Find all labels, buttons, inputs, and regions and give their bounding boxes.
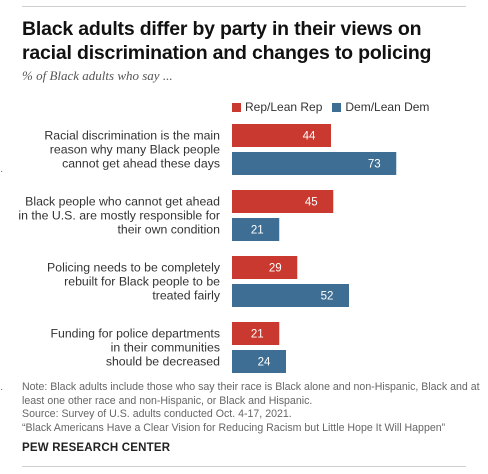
bar-dem-2 xyxy=(232,218,280,241)
legend: Rep/Lean Rep Dem/Lean Dem xyxy=(232,100,439,114)
bar-dem-3 xyxy=(232,284,349,307)
footnotes: Note: Black adults include those who say… xyxy=(22,381,482,435)
brand-name: PEW RESEARCH CENTER xyxy=(22,442,171,454)
bar-dem-1 xyxy=(232,152,397,175)
category-label-1-line-3: cannot get ahead these days xyxy=(62,157,220,171)
category-label-1-line-2: reason why many Black people xyxy=(50,143,220,157)
bottom-rule xyxy=(22,466,466,467)
category-label-4-line-3: should be decreased xyxy=(106,355,220,369)
legend-label-dem: Dem/Lean Dem xyxy=(345,100,430,114)
bar-dem-4 xyxy=(232,350,286,373)
legend-swatch-dem xyxy=(332,102,342,112)
top-rule xyxy=(22,6,466,7)
bar-rep-1 xyxy=(232,124,331,147)
bar-rep-3 xyxy=(232,256,298,279)
category-label-2-line-3: their own condition xyxy=(117,223,220,237)
value-label-dem-3: 52 xyxy=(321,291,334,303)
value-label-rep-2: 45 xyxy=(305,197,318,209)
bar-rep-4 xyxy=(232,322,280,345)
note-text: Note: Black adults include those who say… xyxy=(22,381,480,407)
edge-mark-2: · xyxy=(0,384,4,395)
chart-title: Black adults differ by party in their vi… xyxy=(22,18,432,64)
legend-item-rep: Rep/Lean Rep xyxy=(232,100,322,114)
source-text: Source: Survey of U.S. adults conducted … xyxy=(22,408,292,420)
report-title-text: “Black Americans Have a Clear Vision for… xyxy=(22,421,446,434)
value-label-dem-4: 24 xyxy=(258,357,271,369)
category-label-1-line-1: Racial discrimination is the main xyxy=(44,129,220,143)
category-label-3-line-2: rebuilt for Black people to be xyxy=(64,275,220,289)
bar-rep-2 xyxy=(232,190,334,213)
category-label-2-line-2: in the U.S. are mostly responsible for xyxy=(18,209,220,223)
category-label-2-line-1: Black people who cannot get ahead xyxy=(25,195,220,209)
value-label-dem-1: 73 xyxy=(368,159,381,171)
value-label-rep-3: 29 xyxy=(269,263,282,275)
legend-label-rep: Rep/Lean Rep xyxy=(245,100,323,114)
value-label-rep-1: 44 xyxy=(303,131,316,143)
bar-chart: Racial discrimination is the mainreason … xyxy=(18,124,397,373)
edge-mark-1: · xyxy=(0,166,4,177)
value-label-dem-2: 21 xyxy=(251,225,264,237)
category-label-4-line-1: Funding for police departments xyxy=(50,327,220,341)
legend-swatch-rep xyxy=(232,102,241,112)
value-label-rep-4: 21 xyxy=(251,329,264,341)
chart-subtitle: % of Black adults who say ... xyxy=(22,68,173,83)
category-label-3-line-1: Policing needs to be completely xyxy=(47,261,221,275)
category-label-4-line-2: in their communities xyxy=(111,341,220,355)
category-label-3-line-3: treated fairly xyxy=(152,289,221,303)
legend-item-dem: Dem/Lean Dem xyxy=(332,100,429,114)
